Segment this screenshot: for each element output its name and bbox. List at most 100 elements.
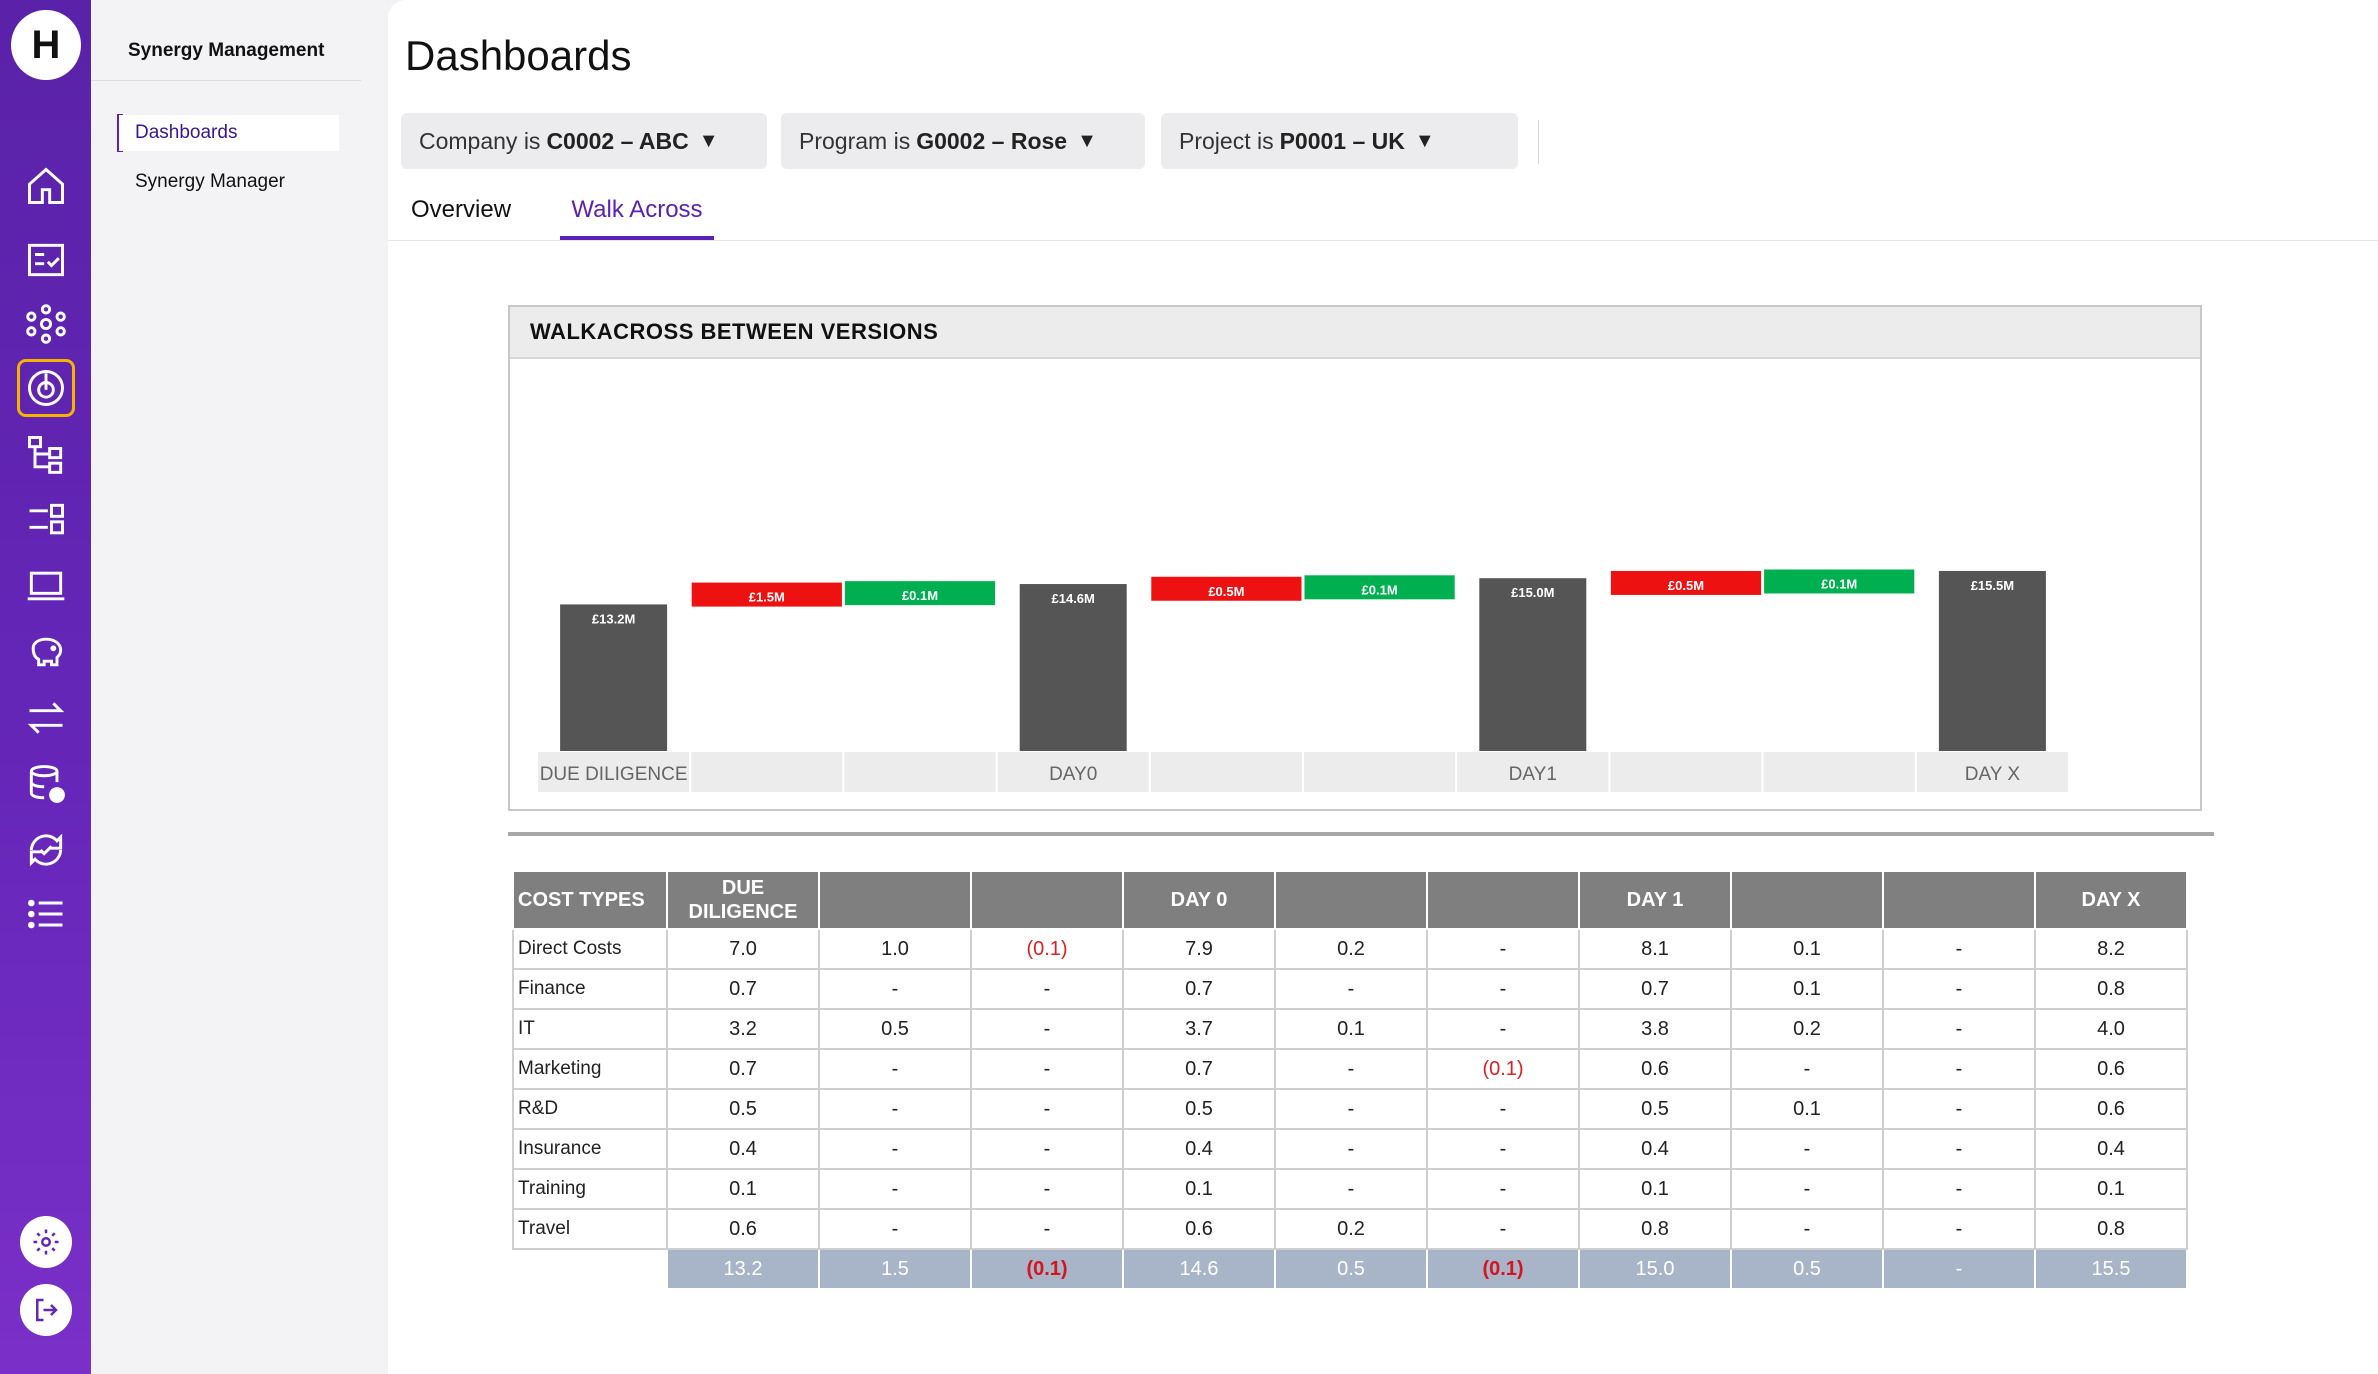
row-label: Finance xyxy=(512,968,668,1010)
subnav-title: Synergy Management xyxy=(128,40,325,61)
home-icon[interactable] xyxy=(20,160,72,212)
change-bar xyxy=(844,581,996,606)
transfer-icon[interactable] xyxy=(20,692,72,744)
row-label: IT xyxy=(512,1008,668,1050)
table-cell: 8.2 xyxy=(2034,928,2188,970)
table-cell: 0.7 xyxy=(1578,968,1732,1010)
filter-prefix: Program is xyxy=(799,127,911,154)
total-cell: - xyxy=(1882,1248,2036,1290)
main-content: Dashboards Company is C0002 – ABC ▼ Prog… xyxy=(388,0,2378,1374)
category-band xyxy=(1150,752,1302,792)
logout-icon[interactable] xyxy=(20,1284,72,1336)
tab-walk-across[interactable]: Walk Across xyxy=(560,196,714,240)
table-cell: 0.2 xyxy=(1274,1208,1428,1250)
column-header xyxy=(1426,870,1580,930)
category-label: DAY X xyxy=(1965,764,2021,785)
table-cell: 0.1 xyxy=(1730,1088,1884,1130)
page-title: Dashboards xyxy=(405,32,632,79)
laptop-icon[interactable] xyxy=(20,560,72,612)
totals-spacer xyxy=(513,1249,667,1289)
table-row: Marketing 0.7- -0.7- (0.1) 0.6- -0.6 xyxy=(512,1048,2188,1090)
program-filter[interactable]: Program is G0002 – Rose ▼ xyxy=(781,113,1145,169)
total-bar xyxy=(1019,584,1127,751)
sync-icon[interactable] xyxy=(20,824,72,876)
section-divider xyxy=(508,832,2214,836)
subnav-item-synergy-manager[interactable]: Synergy Manager xyxy=(135,171,285,192)
table-cell: - xyxy=(818,1168,972,1210)
list-icon[interactable] xyxy=(20,888,72,940)
row-label: Training xyxy=(512,1168,668,1210)
column-header xyxy=(1730,870,1884,930)
table-cell: 3.2 xyxy=(666,1008,820,1050)
piggy-bank-icon[interactable] xyxy=(20,626,72,678)
total-cell: 14.6 xyxy=(1122,1248,1276,1290)
table-cell: 3.8 xyxy=(1578,1008,1732,1050)
totals-row: 13.2 1.5 (0.1) 14.6 0.5 (0.1) 15.0 0.5-15.5 xyxy=(513,1248,2188,1290)
checklist-icon[interactable] xyxy=(20,234,72,286)
table-cell: 0.7 xyxy=(666,968,820,1010)
table-cell: - xyxy=(1426,1088,1580,1130)
row-label: Direct Costs xyxy=(512,928,668,970)
total-cell: 0.5 xyxy=(1730,1248,1884,1290)
tabs-divider xyxy=(388,240,2378,241)
table-cell: - xyxy=(1730,1208,1884,1250)
table-cell: (0.1) xyxy=(1426,1048,1580,1090)
hierarchy-icon[interactable] xyxy=(20,428,72,480)
table-body: Direct Costs 7.0 1.0 (0.1) 7.9 0.2-8.1 0.1-8.2… xyxy=(512,928,2188,1290)
table-cell: - xyxy=(1882,1088,2036,1130)
table-cell: - xyxy=(1426,1128,1580,1170)
table-cell: - xyxy=(1426,1208,1580,1250)
dashboard-icon[interactable] xyxy=(17,359,75,417)
company-filter[interactable]: Company is C0002 – ABC ▼ xyxy=(401,113,767,169)
table-cell: 0.1 xyxy=(1578,1168,1732,1210)
table-cell: - xyxy=(818,1048,972,1090)
table-cell: - xyxy=(1274,1088,1428,1130)
caret-down-icon: ▼ xyxy=(698,129,719,152)
table-cell: 1.0 xyxy=(818,928,972,970)
column-header xyxy=(970,870,1124,930)
category-band xyxy=(1457,752,1609,792)
settings-icon[interactable] xyxy=(20,1216,72,1268)
bar-value-label: £14.6M xyxy=(1052,591,1095,606)
table-cell: - xyxy=(1730,1168,1884,1210)
table-row: IT 3.2 0.5-3.7 0.1-3.8 0.2-4.0 xyxy=(512,1008,2188,1050)
table-row: Direct Costs 7.0 1.0 (0.1) 7.9 0.2-8.1 0.1-8.2 xyxy=(512,928,2188,970)
table-cell: - xyxy=(970,1128,1124,1170)
table-row: Travel 0.6- -0.6 0.2-0.8- -0.8 xyxy=(512,1208,2188,1250)
total-cell: 15.5 xyxy=(2034,1248,2188,1290)
table-cell: 0.1 xyxy=(1122,1168,1276,1210)
filter-icon[interactable] xyxy=(20,494,72,546)
filter-divider xyxy=(1538,120,1539,164)
total-cell: 13.2 xyxy=(666,1248,820,1290)
table-cell: 0.1 xyxy=(1730,928,1884,970)
filter-prefix: Project is xyxy=(1179,127,1274,154)
row-label: Travel xyxy=(512,1208,668,1250)
category-band xyxy=(1610,752,1762,792)
column-header: DAY 0 xyxy=(1122,870,1276,930)
database-add-icon[interactable] xyxy=(20,758,72,810)
subnav-item-dashboards[interactable]: Dashboards xyxy=(119,115,339,151)
table-cell: - xyxy=(970,1168,1124,1210)
project-filter[interactable]: Project is P0001 – UK ▼ xyxy=(1161,113,1518,169)
table-cell: 0.4 xyxy=(666,1128,820,1170)
caret-down-icon: ▼ xyxy=(1414,129,1435,152)
waterfall-chart: £13.2M £1.5M £0.1M £14.6M £0.5M £0.1M £15.0M £0… xyxy=(538,569,2068,792)
table-cell: - xyxy=(1274,1168,1428,1210)
total-bar xyxy=(1479,578,1587,751)
tab-overview[interactable]: Overview xyxy=(411,196,512,223)
change-bar xyxy=(1304,575,1455,600)
table-cell: - xyxy=(1882,1128,2036,1170)
network-icon[interactable] xyxy=(20,298,72,350)
table-cell: - xyxy=(818,1088,972,1130)
table-cell: 0.1 xyxy=(1730,968,1884,1010)
table-cell: 0.1 xyxy=(1274,1008,1428,1050)
table-cell: 0.6 xyxy=(2034,1048,2188,1090)
column-header: DAY 1 xyxy=(1578,870,1732,930)
table-cell: 0.4 xyxy=(2034,1128,2188,1170)
app-logo[interactable]: H xyxy=(11,10,81,80)
bar-value-label: £15.5M xyxy=(1971,578,2014,593)
table-cell: 0.6 xyxy=(1578,1048,1732,1090)
table-cell: - xyxy=(818,968,972,1010)
filter-value: C0002 – ABC xyxy=(546,127,689,154)
table-cell: - xyxy=(1882,928,2036,970)
